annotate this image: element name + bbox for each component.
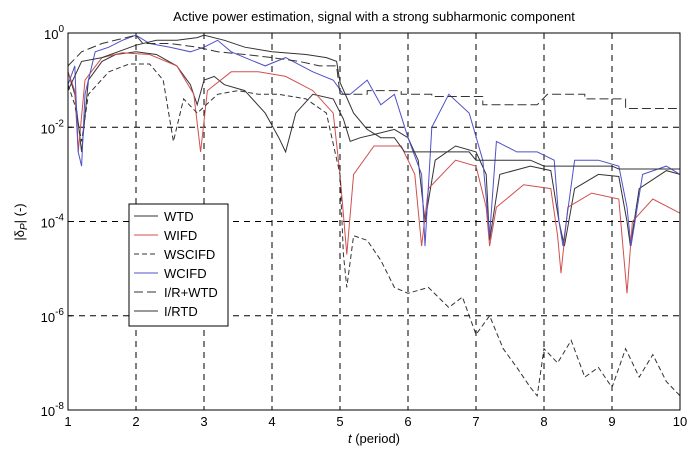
series-line-5 — [67, 34, 680, 170]
legend-label-1: WIFD — [164, 228, 197, 243]
legend-label-3: WCIFD — [164, 266, 207, 281]
y-axis-label: |δP| (-) — [12, 203, 30, 240]
y-axis-ticks: 100 10-2 10-4 10-6 10-8 — [41, 24, 72, 419]
series-line-2 — [67, 63, 681, 397]
series-line-4 — [67, 34, 680, 109]
y-axis-label-main: |δ — [12, 230, 27, 241]
y-axis-label-sub: P — [19, 223, 30, 230]
x-axis-label-italic: t — [348, 431, 353, 446]
legend-label-5: I/RTD — [164, 304, 198, 319]
y-tick-label: 10-6 — [41, 307, 65, 325]
y-tick-label: 100 — [44, 24, 64, 42]
legend-label-2: WSCIFD — [164, 247, 215, 262]
series-line-1 — [67, 52, 681, 294]
x-tick-label: 3 — [200, 414, 207, 429]
legend-label-0: WTD — [164, 209, 194, 224]
x-axis-label: t (period) — [348, 431, 400, 446]
legend: WTD WIFD WSCIFD WCIFD I/R+WTD I/RTD — [128, 203, 229, 327]
x-tick-label: 8 — [540, 414, 547, 429]
series-line-0 — [67, 51, 681, 247]
y-tick-label: 10-2 — [41, 118, 65, 136]
x-tick-label: 6 — [404, 414, 411, 429]
legend-label-4: I/R+WTD — [164, 285, 218, 300]
x-tick-label: 5 — [336, 414, 343, 429]
x-tick-label: 9 — [608, 414, 615, 429]
y-axis-label-rest: | (-) — [12, 203, 27, 223]
y-tick-label: 10-8 — [41, 401, 65, 419]
x-tick-label: 4 — [268, 414, 275, 429]
x-axis-label-rest: (period) — [352, 431, 400, 446]
x-tick-label: 2 — [132, 414, 139, 429]
x-axis-ticks: 1 2 3 4 5 6 7 8 9 10 — [64, 406, 687, 429]
plot-series — [67, 34, 681, 397]
series-line-3 — [67, 34, 681, 247]
y-tick-label: 10-4 — [41, 213, 65, 231]
x-tick-label: 1 — [64, 414, 71, 429]
x-tick-label: 7 — [472, 414, 479, 429]
legend-box — [128, 203, 229, 327]
chart-title: Active power estimation, signal with a s… — [173, 9, 575, 24]
x-tick-label: 10 — [673, 414, 687, 429]
